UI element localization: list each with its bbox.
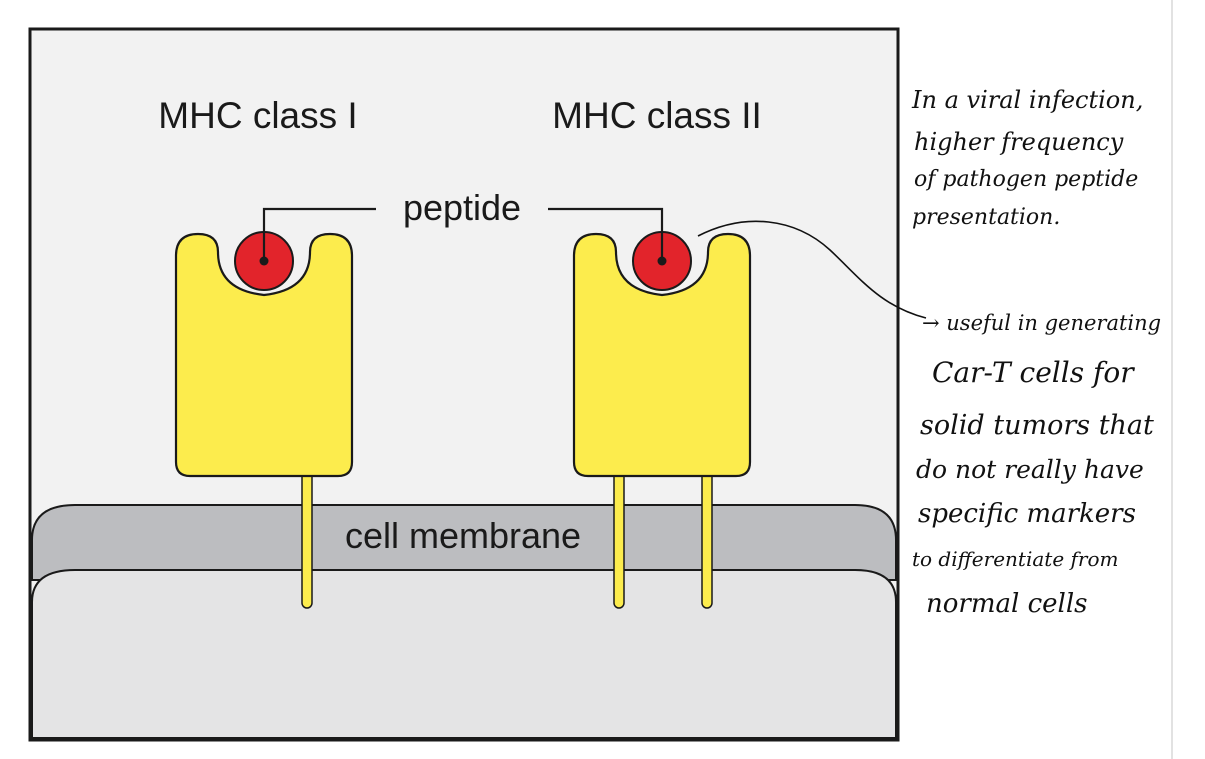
note-bottom-line-5: specific markers [918,499,1136,529]
note-bottom-line-2: Car-T cells for [932,356,1135,389]
mhc1-transmembrane-stem [301,471,313,609]
note-bottom-line-3: solid tumors that [920,410,1154,441]
mhc-class-2-title: MHC class II [552,95,762,136]
handwritten-note-bottom: → useful in generating Car-T cells for s… [912,311,1161,619]
page-edge-divider [1171,0,1173,759]
cell-membrane-band [31,504,897,581]
note-top-line-1: In a viral infection, [911,86,1143,114]
annotation-connector-curve [697,220,927,319]
peptide-leader-right [548,207,664,261]
mhc2-transmembrane-stem-right [701,471,713,609]
cell-membrane-label: cell membrane [345,515,581,556]
note-bottom-line-1: → useful in generating [922,311,1161,335]
peptide-leader-left [262,207,376,261]
cytoplasm-region [31,569,897,739]
handwritten-note-top: In a viral infection, higher frequency o… [911,86,1143,230]
mhc2-transmembrane-stem-left [613,471,625,609]
mhc2-molecule-body [572,232,752,478]
note-top-line-3: of pathogen peptide [914,167,1138,192]
mhc1-molecule-body [174,232,354,478]
note-top-line-2: higher frequency [914,128,1124,156]
mhc-class-1-title: MHC class I [158,95,357,136]
peptide-label: peptide [403,187,521,228]
note-bottom-line-4: do not really have [916,455,1144,484]
note-bottom-line-7: normal cells [926,589,1087,619]
note-bottom-line-6: to differentiate from [912,547,1118,571]
note-top-line-4: presentation. [912,205,1060,230]
